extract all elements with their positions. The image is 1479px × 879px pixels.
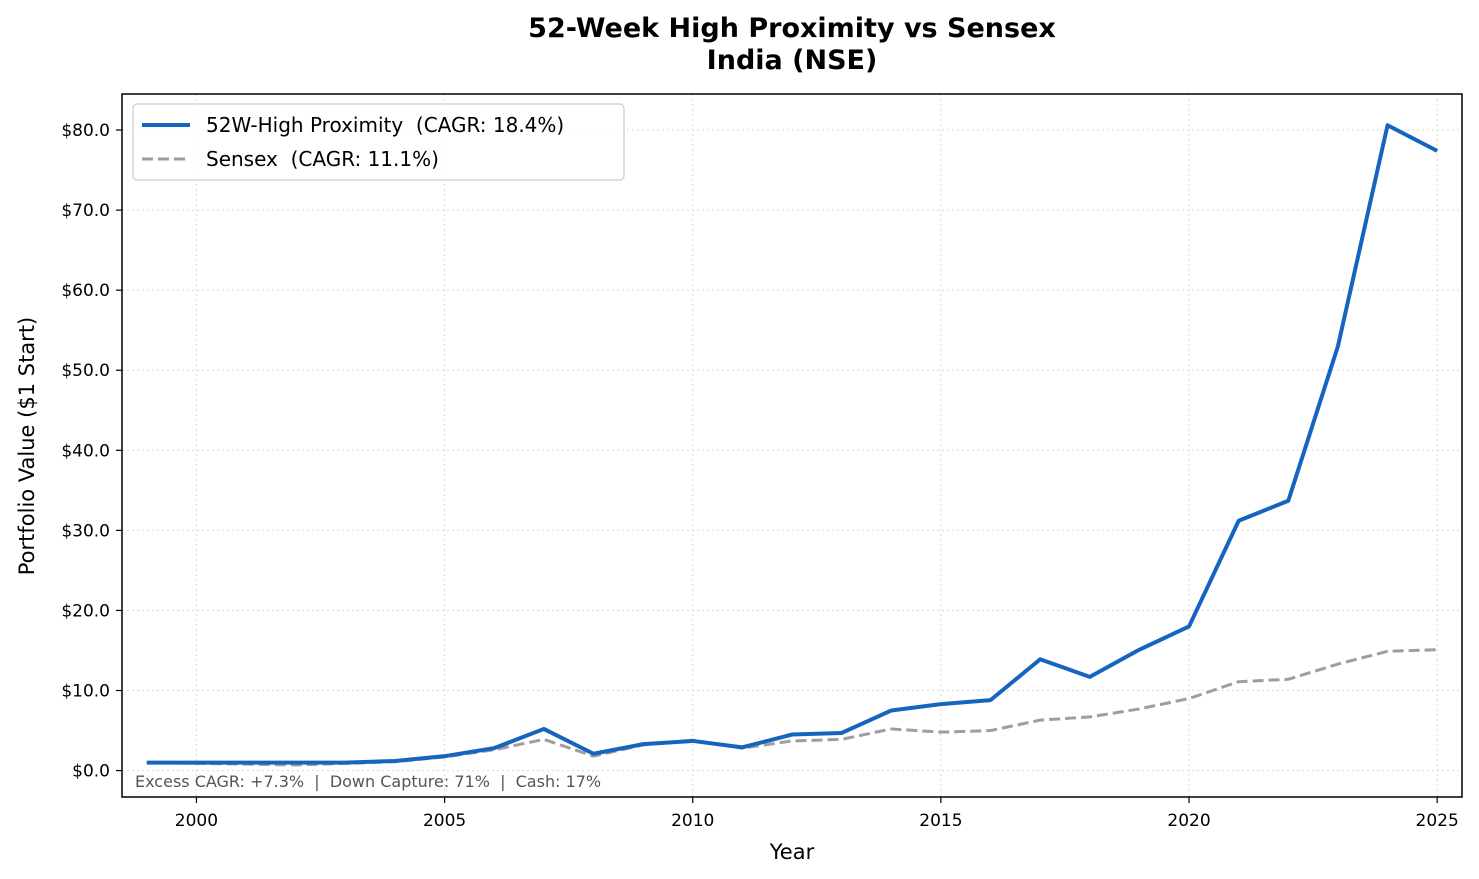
x-tick-label: 2015 <box>919 811 962 831</box>
y-axis-label: Portfolio Value ($1 Start) <box>15 317 39 576</box>
strategy-point <box>740 745 744 749</box>
y-tick-label: $60.0 <box>61 281 110 301</box>
benchmark-point <box>1137 707 1141 711</box>
legend: 52W-High Proximity (CAGR: 18.4%) Sensex … <box>132 103 625 181</box>
strategy-point <box>790 733 794 737</box>
legend-box <box>132 103 625 181</box>
strategy-point <box>989 698 993 702</box>
strategy-point <box>1237 519 1241 523</box>
strategy-point <box>1187 624 1191 628</box>
benchmark-point <box>1038 718 1042 722</box>
strategy-point <box>443 754 447 758</box>
strategy-point <box>1038 657 1042 661</box>
benchmark-point <box>1088 715 1092 719</box>
strategy-point <box>492 746 496 750</box>
benchmark-point <box>790 739 794 743</box>
y-axis-ticks: $0.0 $10.0 $20.0 $30.0 $40.0 $50.0 $60.0 $70.0 $… <box>61 121 122 782</box>
strategy-point <box>244 761 248 765</box>
strategy-point <box>591 752 595 756</box>
strategy-point <box>1137 648 1141 652</box>
strategy-point <box>1286 499 1290 503</box>
legend-label-strategy: 52W-High Proximity (CAGR: 18.4%) <box>206 113 564 137</box>
benchmark-point <box>989 729 993 733</box>
strategy-point <box>691 739 695 743</box>
strategy-point <box>641 742 645 746</box>
y-tick-label: $10.0 <box>61 682 110 702</box>
strategy-point <box>1386 123 1390 127</box>
strategy-point <box>542 727 546 731</box>
y-tick-label: $50.0 <box>61 361 110 381</box>
strategy-point <box>343 761 347 765</box>
benchmark-point <box>542 737 546 741</box>
x-tick-label: 2025 <box>1416 811 1459 831</box>
chart-subtitle: India (NSE) <box>707 45 878 76</box>
chart-title: 52-Week High Proximity vs Sensex <box>528 13 1056 44</box>
y-tick-label: $0.0 <box>72 762 110 782</box>
y-tick-label: $80.0 <box>61 121 110 141</box>
x-axis-ticks: 2000 2005 2010 2015 2020 2025 <box>175 797 1459 831</box>
strategy-point <box>294 761 298 765</box>
strategy-point <box>393 759 397 763</box>
strategy-point <box>840 731 844 735</box>
series-line-strategy <box>146 123 1439 765</box>
benchmark-point <box>1237 680 1241 684</box>
x-tick-label: 2020 <box>1167 811 1210 831</box>
strategy-point <box>889 709 893 713</box>
strategy-point <box>1088 675 1092 679</box>
x-tick-label: 2010 <box>671 811 714 831</box>
benchmark-point <box>889 727 893 731</box>
strategy-point <box>939 702 943 706</box>
strategy-point <box>145 761 149 765</box>
benchmark-point <box>939 730 943 734</box>
x-axis-label: Year <box>769 840 815 864</box>
plot-frame <box>121 93 1463 798</box>
y-tick-label: $20.0 <box>61 601 110 621</box>
y-tick-label: $40.0 <box>61 441 110 461</box>
x-tick-label: 2000 <box>175 811 218 831</box>
legend-label-benchmark: Sensex (CAGR: 11.1%) <box>206 147 439 171</box>
benchmark-point <box>1187 697 1191 701</box>
strategy-point <box>194 761 198 765</box>
benchmark-point <box>1286 677 1290 681</box>
series-lines <box>145 123 1439 767</box>
grid <box>122 94 1462 797</box>
y-tick-label: $30.0 <box>61 521 110 541</box>
strategy-point <box>1435 149 1439 153</box>
stats-annotation: Excess CAGR: +7.3% | Down Capture: 71% |… <box>135 772 601 791</box>
y-tick-label: $70.0 <box>61 201 110 221</box>
benchmark-point <box>1386 649 1390 653</box>
x-tick-label: 2005 <box>423 811 466 831</box>
benchmark-point <box>840 737 844 741</box>
benchmark-point <box>1435 648 1439 652</box>
strategy-point <box>1336 344 1340 348</box>
series-line-benchmark <box>146 648 1438 767</box>
benchmark-point <box>1336 662 1340 666</box>
